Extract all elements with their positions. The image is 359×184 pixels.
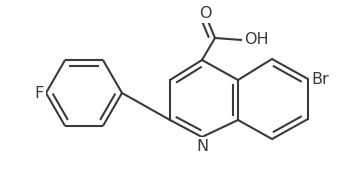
Text: Br: Br: [311, 72, 329, 86]
Text: N: N: [196, 139, 208, 154]
Text: OH: OH: [244, 33, 269, 47]
Text: F: F: [35, 86, 44, 100]
Text: O: O: [199, 6, 211, 22]
